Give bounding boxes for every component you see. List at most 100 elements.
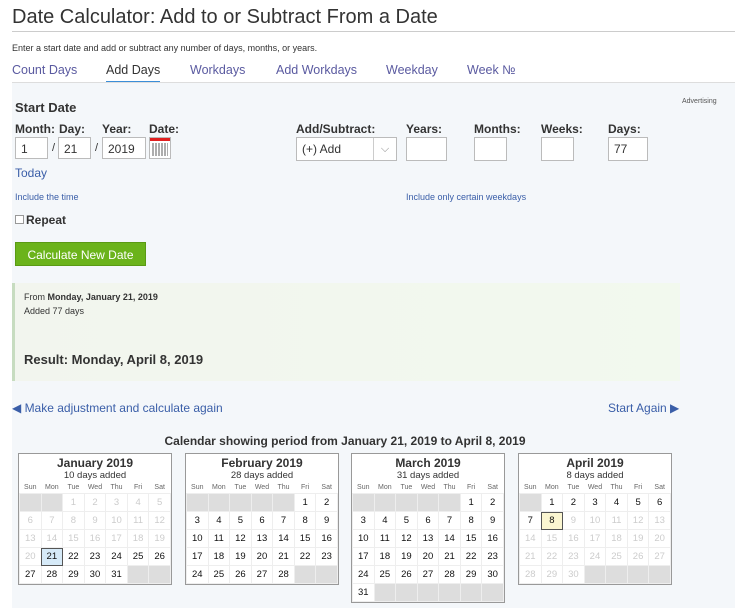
weekday-header: Tue — [567, 483, 580, 491]
tab-weekday[interactable]: Weekday — [386, 63, 438, 77]
day-cell: 9 — [83, 511, 107, 530]
weekday-header: Sat — [487, 483, 498, 491]
day-cell: 29 — [540, 565, 564, 584]
empty-cell — [373, 583, 397, 602]
adjust-link[interactable]: ◀ Make adjustment and calculate again — [12, 401, 223, 415]
day-cell: 18 — [207, 547, 231, 566]
from-line: From Monday, January 21, 2019 — [24, 292, 158, 302]
years-input[interactable] — [406, 137, 447, 161]
day-cell: 16 — [83, 529, 107, 548]
weeks-input[interactable] — [541, 137, 574, 161]
month-title: January 2019 — [56, 456, 134, 470]
day-cell: 18 — [373, 547, 397, 566]
day-cell: 4 — [126, 493, 150, 512]
month-calendar: April 2019 8 days added Sun Mon Tue Wed Thu Fri… — [518, 453, 672, 585]
tab-add-days[interactable]: Add Days — [106, 63, 161, 84]
days-input[interactable]: 77 — [608, 137, 648, 161]
day-cell: 23 — [481, 547, 504, 566]
calculate-button[interactable]: Calculate New Date — [15, 242, 146, 266]
day-cell: 26 — [626, 547, 650, 566]
date-label: Date: — [149, 122, 180, 136]
month-input[interactable]: 1 — [15, 137, 48, 159]
weekday-header: Mon — [545, 483, 559, 491]
weekday-header: Wed — [254, 483, 270, 491]
day-cell: 2 — [562, 493, 585, 512]
days-added: 28 days added — [230, 470, 294, 481]
weeks-label: Weeks: — [541, 122, 583, 136]
day-cell: 11 — [373, 529, 397, 548]
day-cell: 18 — [126, 529, 150, 548]
divider — [12, 31, 735, 32]
day-label: Day: — [59, 122, 86, 136]
weekday-header: Thu — [443, 483, 456, 491]
empty-cell — [459, 583, 483, 602]
from-date: Monday, January 21, 2019 — [47, 292, 158, 302]
day-cell: 24 — [583, 547, 607, 566]
weekday-header: Fri — [301, 483, 310, 491]
days-label: Days: — [608, 122, 641, 136]
month-title: April 2019 — [566, 456, 624, 470]
weekday-header: Sat — [154, 483, 165, 491]
month-label: Month: — [15, 122, 55, 136]
day-cell: 12 — [395, 529, 418, 548]
day-cell: 28 — [40, 565, 64, 584]
weekday-header: Tue — [234, 483, 247, 491]
days-added: 31 days added — [396, 470, 460, 481]
weekday-header: Sun — [191, 483, 204, 491]
start-date-heading: Start Date — [15, 100, 77, 115]
year-label: Year: — [102, 122, 132, 136]
day-cell: 7 — [272, 511, 295, 530]
tab-count-days[interactable]: Count Days — [12, 63, 78, 77]
start-again-link[interactable]: Start Again ▶ — [608, 401, 680, 415]
days-added: 10 days added — [63, 470, 127, 481]
result-box: From Monday, January 21, 2019 Added 77 d… — [12, 283, 680, 381]
include-weekdays-link[interactable]: Include only certain weekdays — [406, 192, 527, 202]
months-input[interactable] — [474, 137, 507, 161]
day-cell: 19 — [229, 547, 252, 566]
day-cell: 4 — [207, 511, 231, 530]
today-link[interactable]: Today — [15, 166, 48, 180]
add-subtract-value: (+) Add — [302, 142, 342, 156]
day-input[interactable]: 21 — [58, 137, 91, 159]
empty-cell — [352, 493, 375, 512]
added-line: Added 77 days — [24, 306, 85, 316]
day-cell: 10 — [186, 529, 209, 548]
include-time-link[interactable]: Include the time — [15, 192, 79, 202]
tab-week-number[interactable]: Week № — [467, 63, 516, 77]
day-cell: 2 — [481, 493, 504, 512]
day-cell: 26 — [148, 547, 171, 566]
day-cell: 16 — [481, 529, 504, 548]
day-cell: 1 — [459, 493, 483, 512]
day-cell: 12 — [626, 511, 650, 530]
add-subtract-select[interactable]: (+) Add ⌵ — [296, 137, 397, 161]
year-input[interactable]: 2019 — [102, 137, 146, 159]
tab-workdays[interactable]: Workdays — [190, 63, 246, 77]
day-cell: 7 — [438, 511, 461, 530]
calendar-picker-icon[interactable] — [149, 137, 171, 159]
day-cell: 10 — [105, 511, 128, 530]
day-cell: 28 — [272, 565, 295, 584]
day-cell: 18 — [605, 529, 628, 548]
day-cell: 6 — [648, 493, 671, 512]
day-cell: 28 — [438, 565, 461, 584]
tab-add-workdays[interactable]: Add Workdays — [276, 63, 358, 77]
months-label: Months: — [474, 122, 521, 136]
day-cell: 23 — [315, 547, 338, 566]
day-cell: 19 — [626, 529, 650, 548]
day-cell: 13 — [19, 529, 42, 548]
day-cell: 16 — [315, 529, 338, 548]
day-cell: 30 — [562, 565, 585, 584]
day-cell: 8 — [459, 511, 483, 530]
day-cell: 11 — [605, 511, 628, 530]
weekday-header: Thu — [277, 483, 290, 491]
empty-cell — [416, 583, 440, 602]
weekday-header: Sun — [524, 483, 537, 491]
empty-cell — [229, 493, 252, 512]
day-cell: 22 — [293, 547, 317, 566]
day-cell: 16 — [562, 529, 585, 548]
day-cell: 17 — [583, 529, 607, 548]
empty-cell — [272, 493, 295, 512]
repeat-checkbox[interactable] — [15, 215, 24, 224]
empty-cell — [207, 493, 231, 512]
weekday-header: Fri — [134, 483, 143, 491]
